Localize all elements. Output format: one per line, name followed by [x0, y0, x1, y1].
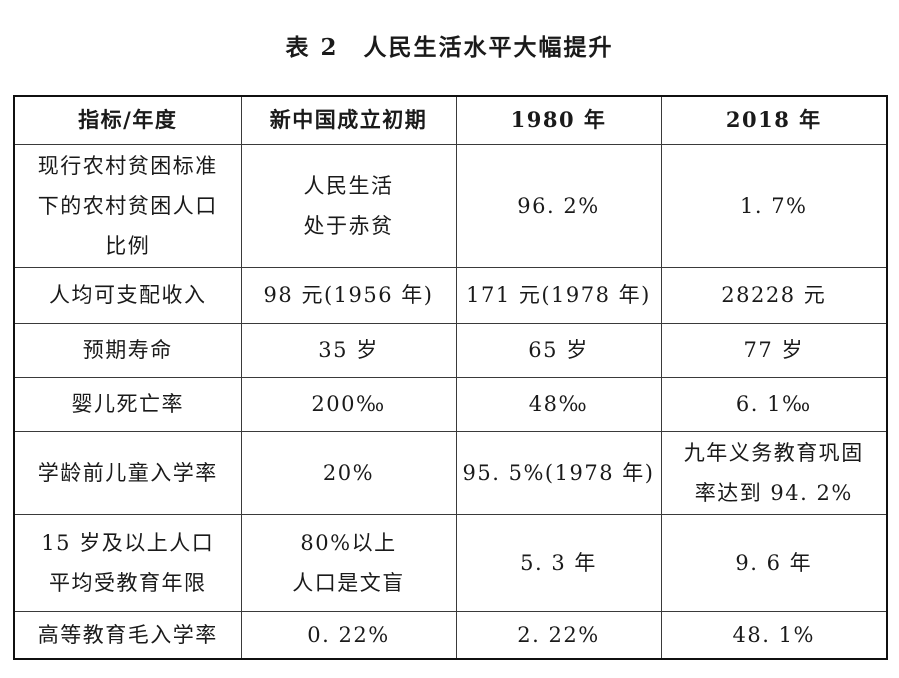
table-cell: 20% [240, 430, 457, 515]
table-cell: 65 岁 [455, 322, 662, 378]
table-cell: 95. 5%(1978 年) [455, 430, 662, 515]
column-header-2018: 2018 年 [660, 95, 888, 145]
living-standards-table: 指标/年度 新中国成立初期 1980 年 2018 年 现行农村贫困标准 下的农… [13, 95, 888, 660]
table-cell: 48. 1% [660, 610, 888, 660]
table-row: 学龄前儿童入学率 20% 95. 5%(1978 年) 九年义务教育巩固 率达到… [13, 430, 888, 515]
table-cell: 77 岁 [660, 322, 888, 378]
table-header-row: 指标/年度 新中国成立初期 1980 年 2018 年 [13, 95, 888, 145]
table-row: 高等教育毛入学率 0. 22% 2. 22% 48. 1% [13, 610, 888, 660]
column-header-indicator: 指标/年度 [13, 95, 242, 145]
table-row: 15 岁及以上人口 平均受教育年限 80%以上 人口是文盲 5. 3 年 9. … [13, 513, 888, 612]
table-row: 现行农村贫困标准 下的农村贫困人口 比例 人民生活 处于赤贫 96. 2% 1.… [13, 143, 888, 268]
table-cell: 28228 元 [660, 266, 888, 324]
table-cell: 98 元(1956 年) [240, 266, 457, 324]
table-row: 婴儿死亡率 200‰ 48‰ 6. 1‰ [13, 376, 888, 432]
row-label: 高等教育毛入学率 [13, 610, 242, 660]
row-label: 人均可支配收入 [13, 266, 242, 324]
table-row: 人均可支配收入 98 元(1956 年) 171 元(1978 年) 28228… [13, 266, 888, 324]
table-cell: 171 元(1978 年) [455, 266, 662, 324]
table-cell: 9. 6 年 [660, 513, 888, 612]
table-cell: 0. 22% [240, 610, 457, 660]
row-label: 学龄前儿童入学率 [13, 430, 242, 515]
table-cell: 九年义务教育巩固 率达到 94. 2% [660, 430, 888, 515]
column-header-early-prc: 新中国成立初期 [240, 95, 457, 145]
table-cell: 96. 2% [455, 143, 662, 268]
table-cell: 48‰ [455, 376, 662, 432]
table-cell: 2. 22% [455, 610, 662, 660]
table-cell: 6. 1‰ [660, 376, 888, 432]
table-cell: 80%以上 人口是文盲 [240, 513, 457, 612]
table-cell: 5. 3 年 [455, 513, 662, 612]
table-cell: 人民生活 处于赤贫 [240, 143, 457, 268]
column-header-1980: 1980 年 [455, 95, 662, 145]
row-label: 现行农村贫困标准 下的农村贫困人口 比例 [13, 143, 242, 268]
table-cell: 35 岁 [240, 322, 457, 378]
row-label: 15 岁及以上人口 平均受教育年限 [13, 513, 242, 612]
row-label: 婴儿死亡率 [13, 376, 242, 432]
table-cell: 1. 7% [660, 143, 888, 268]
table-title: 表 2 人民生活水平大幅提升 [285, 34, 614, 61]
row-label: 预期寿命 [13, 322, 242, 378]
table-cell: 200‰ [240, 376, 457, 432]
table-row: 预期寿命 35 岁 65 岁 77 岁 [13, 322, 888, 378]
